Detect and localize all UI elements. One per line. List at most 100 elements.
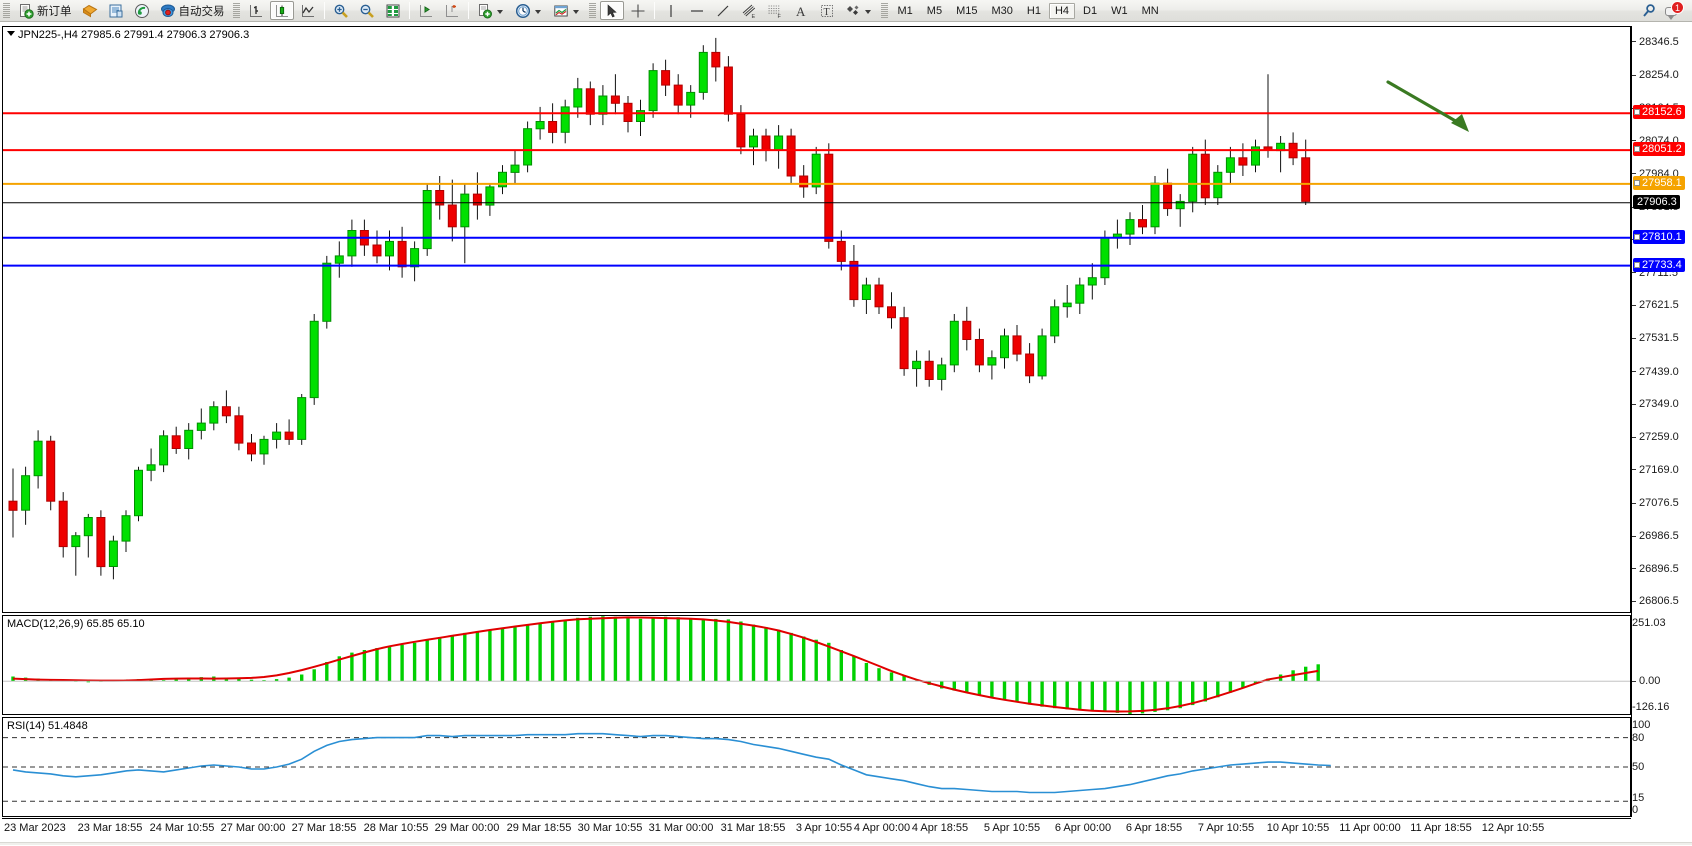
trendline-button[interactable]: [711, 1, 735, 20]
price-axis-tick: 28254.0: [1632, 69, 1679, 81]
price-label-support-2[interactable]: 27733.4: [1633, 257, 1685, 272]
time-axis-label: 7 Apr 10:55: [1197, 822, 1255, 834]
shapes-icon: [845, 3, 861, 19]
svg-text:F: F: [777, 14, 781, 19]
zoom-in-icon: [333, 3, 349, 19]
bar-chart-button[interactable]: [244, 1, 268, 20]
tf-h1[interactable]: H1: [1026, 4, 1041, 17]
rsi-axis-tick: 15: [1632, 792, 1645, 805]
toolbar-grip-3[interactable]: [588, 2, 596, 19]
cursor-icon: [604, 3, 620, 19]
text-icon: A: [793, 3, 809, 19]
tf-mn[interactable]: MN: [1141, 4, 1159, 17]
toolbar-separator-4: [653, 2, 655, 19]
time-axis-label: 31 Mar 00:00: [648, 822, 714, 834]
macd-axis-tick: 251.03: [1632, 617, 1666, 629]
price-label-resistance-2[interactable]: 28152.6: [1633, 105, 1685, 120]
vertical-line-button[interactable]: [659, 1, 683, 20]
period-button[interactable]: [511, 1, 547, 20]
rsi-pane[interactable]: RSI(14) 51.4848: [2, 717, 1631, 817]
chevron-down-icon-period[interactable]: [534, 9, 541, 14]
template-button[interactable]: [473, 1, 509, 20]
tf-w1[interactable]: W1: [1111, 4, 1128, 17]
annotations-layer[interactable]: [3, 27, 1630, 612]
terminal-button[interactable]: [104, 1, 128, 20]
search-icon[interactable]: [1641, 3, 1657, 19]
fibonacci-button[interactable]: F: [763, 1, 787, 20]
time-axis-label: 12 Apr 10:55: [1481, 822, 1545, 834]
chart-area[interactable]: JPN225-,H4 27985.6 27991.4 27906.3 27906…: [0, 22, 1692, 846]
text-button[interactable]: A: [789, 1, 813, 20]
price-pane[interactable]: JPN225-,H4 27985.6 27991.4 27906.3 27906…: [2, 26, 1631, 613]
chevron-down-icon-template[interactable]: [496, 9, 503, 14]
toolbar-grip-4[interactable]: [880, 2, 888, 19]
time-axis-label: 3 Apr 10:55: [795, 822, 853, 834]
period-icon: [515, 3, 531, 19]
price-label-last-price[interactable]: 27906.3: [1633, 194, 1680, 209]
chevron-down-icon-indicators[interactable]: [572, 9, 579, 14]
indicators-button[interactable]: [549, 1, 585, 20]
vertical-line-icon: [663, 3, 679, 19]
tf-m15[interactable]: M15: [956, 4, 978, 17]
time-axis-label: 29 Mar 00:00: [434, 822, 500, 834]
toolbar-grip-2[interactable]: [232, 2, 240, 19]
toolbar-separator-3: [467, 2, 469, 19]
zoom-out-button[interactable]: [355, 1, 379, 20]
new-order-button[interactable]: 新订单: [14, 1, 76, 20]
time-axis-label: 10 Apr 10:55: [1266, 822, 1330, 834]
alerts-icon[interactable]: 1: [1665, 0, 1684, 20]
tf-h4[interactable]: H4: [1048, 2, 1075, 19]
macd-axis-tick: 0.00: [1632, 675, 1660, 687]
template-icon: [477, 3, 493, 19]
price-axis-tick: 26806.5: [1632, 595, 1679, 607]
time-axis-label: 24 Mar 10:55: [149, 822, 215, 834]
cursor-button[interactable]: [599, 1, 624, 20]
price-candles-layer: [8, 37, 1311, 580]
toolbar-separator-2: [408, 2, 410, 19]
time-axis-label: 27 Mar 18:55: [291, 822, 357, 834]
toolbar-grip[interactable]: [3, 2, 10, 19]
new-order-icon: [18, 3, 34, 19]
price-scale[interactable]: 28346.528254.028164.528074.027984.027891…: [1631, 26, 1692, 817]
tf-d1[interactable]: D1: [1083, 4, 1098, 17]
shapes-button[interactable]: [841, 1, 877, 20]
main-toolbar: 新订单: [0, 0, 1692, 22]
autotrade-button[interactable]: 自动交易: [156, 1, 229, 20]
shift-end-button[interactable]: [440, 1, 464, 20]
profile-button[interactable]: [78, 1, 102, 20]
text-label-button[interactable]: T: [815, 1, 839, 20]
zoom-in-button[interactable]: [329, 1, 353, 20]
time-axis-label: 11 Apr 00:00: [1339, 822, 1401, 834]
broadcast-button[interactable]: [130, 1, 154, 20]
tf-m30[interactable]: M30: [991, 4, 1013, 17]
rsi-axis-tick: 100: [1632, 719, 1651, 731]
price-label-pivot[interactable]: 27958.1: [1633, 175, 1685, 190]
text-label-icon: T: [819, 3, 835, 19]
tf-m1[interactable]: M1: [897, 4, 913, 17]
price-levels-layer[interactable]: [3, 27, 1630, 612]
horizontal-line-button[interactable]: [685, 1, 709, 20]
autotrade-label: 自动交易: [178, 5, 225, 18]
price-label-support-1[interactable]: 27810.1: [1633, 229, 1685, 244]
line-chart-button[interactable]: [296, 1, 320, 20]
price-label-resistance-1[interactable]: 28051.2: [1633, 142, 1685, 157]
shift-start-icon: [418, 3, 434, 19]
time-scale[interactable]: 23 Mar 2023 23 Mar 18:55 24 Mar 10:55 27 Ma…: [2, 818, 1631, 844]
equidistant-channel-icon: E: [741, 3, 757, 20]
chevron-down-icon-shapes[interactable]: [864, 9, 871, 14]
time-axis-label: 28 Mar 10:55: [363, 822, 429, 834]
candlestick-chart-button[interactable]: [269, 1, 294, 20]
data-window-button[interactable]: [381, 1, 405, 20]
crosshair-button[interactable]: [626, 1, 650, 20]
price-axis-tick: 27169.0: [1632, 464, 1679, 476]
price-axis-tick: 27076.5: [1632, 497, 1679, 509]
time-axis-label: 31 Mar 18:55: [720, 822, 786, 834]
time-axis-label: 27 Mar 00:00: [220, 822, 286, 834]
profile-icon: [82, 3, 98, 19]
tf-m5[interactable]: M5: [926, 4, 943, 17]
svg-text:T: T: [823, 7, 829, 18]
shift-start-button[interactable]: [414, 1, 438, 20]
macd-pane[interactable]: MACD(12,26,9) 65.85 65.10: [2, 615, 1631, 715]
equidistant-channel-button[interactable]: E: [737, 1, 761, 20]
